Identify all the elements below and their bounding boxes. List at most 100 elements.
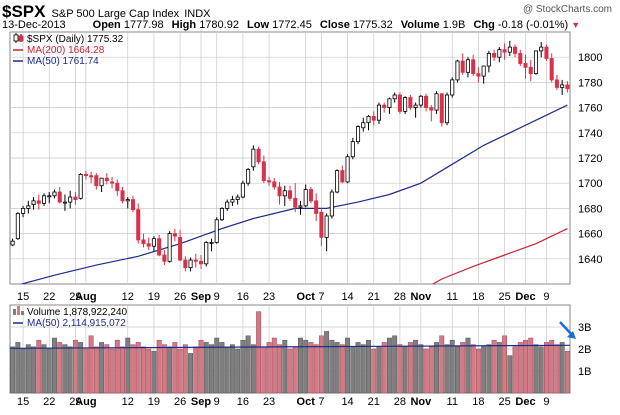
legend-volume-label: Volume 1,878,922,240 [27, 307, 128, 318]
candle-body [261, 161, 266, 182]
low-label: Low [247, 19, 270, 31]
price-y-tick-label: 1780 [578, 77, 602, 89]
volume-bar [46, 348, 52, 394]
volume-bar [99, 342, 105, 394]
x-tick-label: 11 [447, 291, 458, 303]
volume-bar [57, 342, 63, 394]
x-tick-label: 26 [174, 291, 186, 303]
volume-bar [287, 348, 293, 394]
volume-bar [125, 337, 131, 394]
x-tick-label: 28 [394, 291, 406, 303]
x-tick-label: Aug [75, 396, 96, 408]
volume-bar [93, 346, 99, 394]
candle-body [287, 190, 293, 199]
candle-body [329, 191, 334, 217]
volume-bar [52, 337, 57, 394]
x-tick-label: Sep [191, 396, 211, 408]
x-tick-label: 15 [17, 396, 29, 408]
candle-body [141, 239, 146, 245]
x-tick-label: 18 [472, 291, 484, 303]
chg-value: -0.18 (-0.01%) [497, 19, 569, 31]
candle-body [52, 191, 57, 197]
volume-bar [177, 348, 183, 394]
candle-body [340, 170, 345, 183]
candle-body [314, 200, 319, 214]
candle-body [533, 50, 539, 74]
volume-bar [36, 339, 42, 394]
x-tick-label: 25 [498, 396, 510, 408]
x-tick-label: 23 [263, 396, 275, 408]
volume-bar [20, 348, 26, 394]
candle-body [502, 49, 507, 53]
volume-bar [554, 344, 560, 394]
price-y-tick-label: 1720 [578, 153, 602, 165]
candle-body [492, 53, 497, 58]
index-name: S&P 500 Large Cap Index [51, 8, 180, 20]
volume-bar [271, 337, 277, 394]
volume-bar [141, 346, 146, 394]
candle-body [73, 196, 78, 200]
volume-bar [486, 344, 492, 394]
volume-bar [345, 337, 351, 394]
volume-bar [544, 342, 549, 394]
candle-body [497, 49, 502, 58]
x-tick-label: 16 [237, 291, 249, 303]
volume-bar [292, 346, 298, 394]
volume-bar [72, 339, 78, 394]
x-tick-label: 18 [472, 396, 484, 408]
candle-body [434, 93, 439, 111]
candle-body [528, 66, 533, 74]
volume-bar [386, 337, 392, 394]
candle-body [26, 205, 31, 209]
price-y-tick-label: 1640 [578, 254, 602, 266]
candle-body [408, 97, 413, 108]
candle-body [183, 259, 188, 269]
volume-bar [350, 346, 356, 394]
candle-body [31, 200, 36, 206]
x-tick-label: 12 [122, 396, 134, 408]
chart-header: $SPX S&P 500 Large Cap Index INDX [2, 2, 211, 22]
volume-bar [104, 344, 110, 394]
volume-bar [313, 344, 319, 394]
candle-body [418, 95, 423, 106]
volume-bar [517, 342, 523, 394]
candle-body [125, 199, 130, 202]
x-tick-label: 21 [368, 291, 380, 303]
candle-body [104, 177, 109, 182]
candle-body [167, 233, 172, 262]
volume-bar [182, 344, 188, 394]
candle-body [387, 98, 392, 108]
volume-bar [324, 331, 330, 394]
volume-bar [120, 346, 125, 394]
candle-body [345, 156, 350, 183]
candle-body [324, 215, 329, 238]
volume-bar [559, 342, 565, 394]
candle-icon [18, 35, 24, 42]
volume-bar [261, 346, 267, 394]
volume-bar [240, 339, 246, 394]
volume-bar [151, 350, 157, 394]
volume-bar [256, 311, 262, 394]
volume-bar [266, 342, 272, 394]
candle-body [240, 182, 245, 198]
candle-body [246, 168, 251, 184]
volume-bars-icon [21, 311, 24, 315]
volume-bar [549, 339, 555, 394]
x-tick-label: Oct [297, 396, 316, 408]
volume-bar [10, 346, 16, 394]
candle-body [413, 104, 418, 109]
x-tick-label: Oct [297, 291, 316, 303]
candle-body [560, 84, 565, 88]
x-tick-label: 7 [318, 291, 324, 303]
volume-bar [392, 335, 398, 394]
candle-body [392, 94, 397, 100]
volume-bar [172, 342, 178, 394]
candle-body [130, 199, 136, 211]
chg-label: Chg [473, 19, 495, 31]
candle-body [544, 46, 549, 59]
legend-ma50-label: MA(50) 1761.74 [27, 56, 99, 67]
volume-bar [491, 339, 497, 394]
legend-spx-label: $SPX (Daily) 1775.32 [27, 34, 124, 45]
candle-body [68, 196, 73, 203]
down-triangle-icon: ▼ [571, 20, 581, 30]
